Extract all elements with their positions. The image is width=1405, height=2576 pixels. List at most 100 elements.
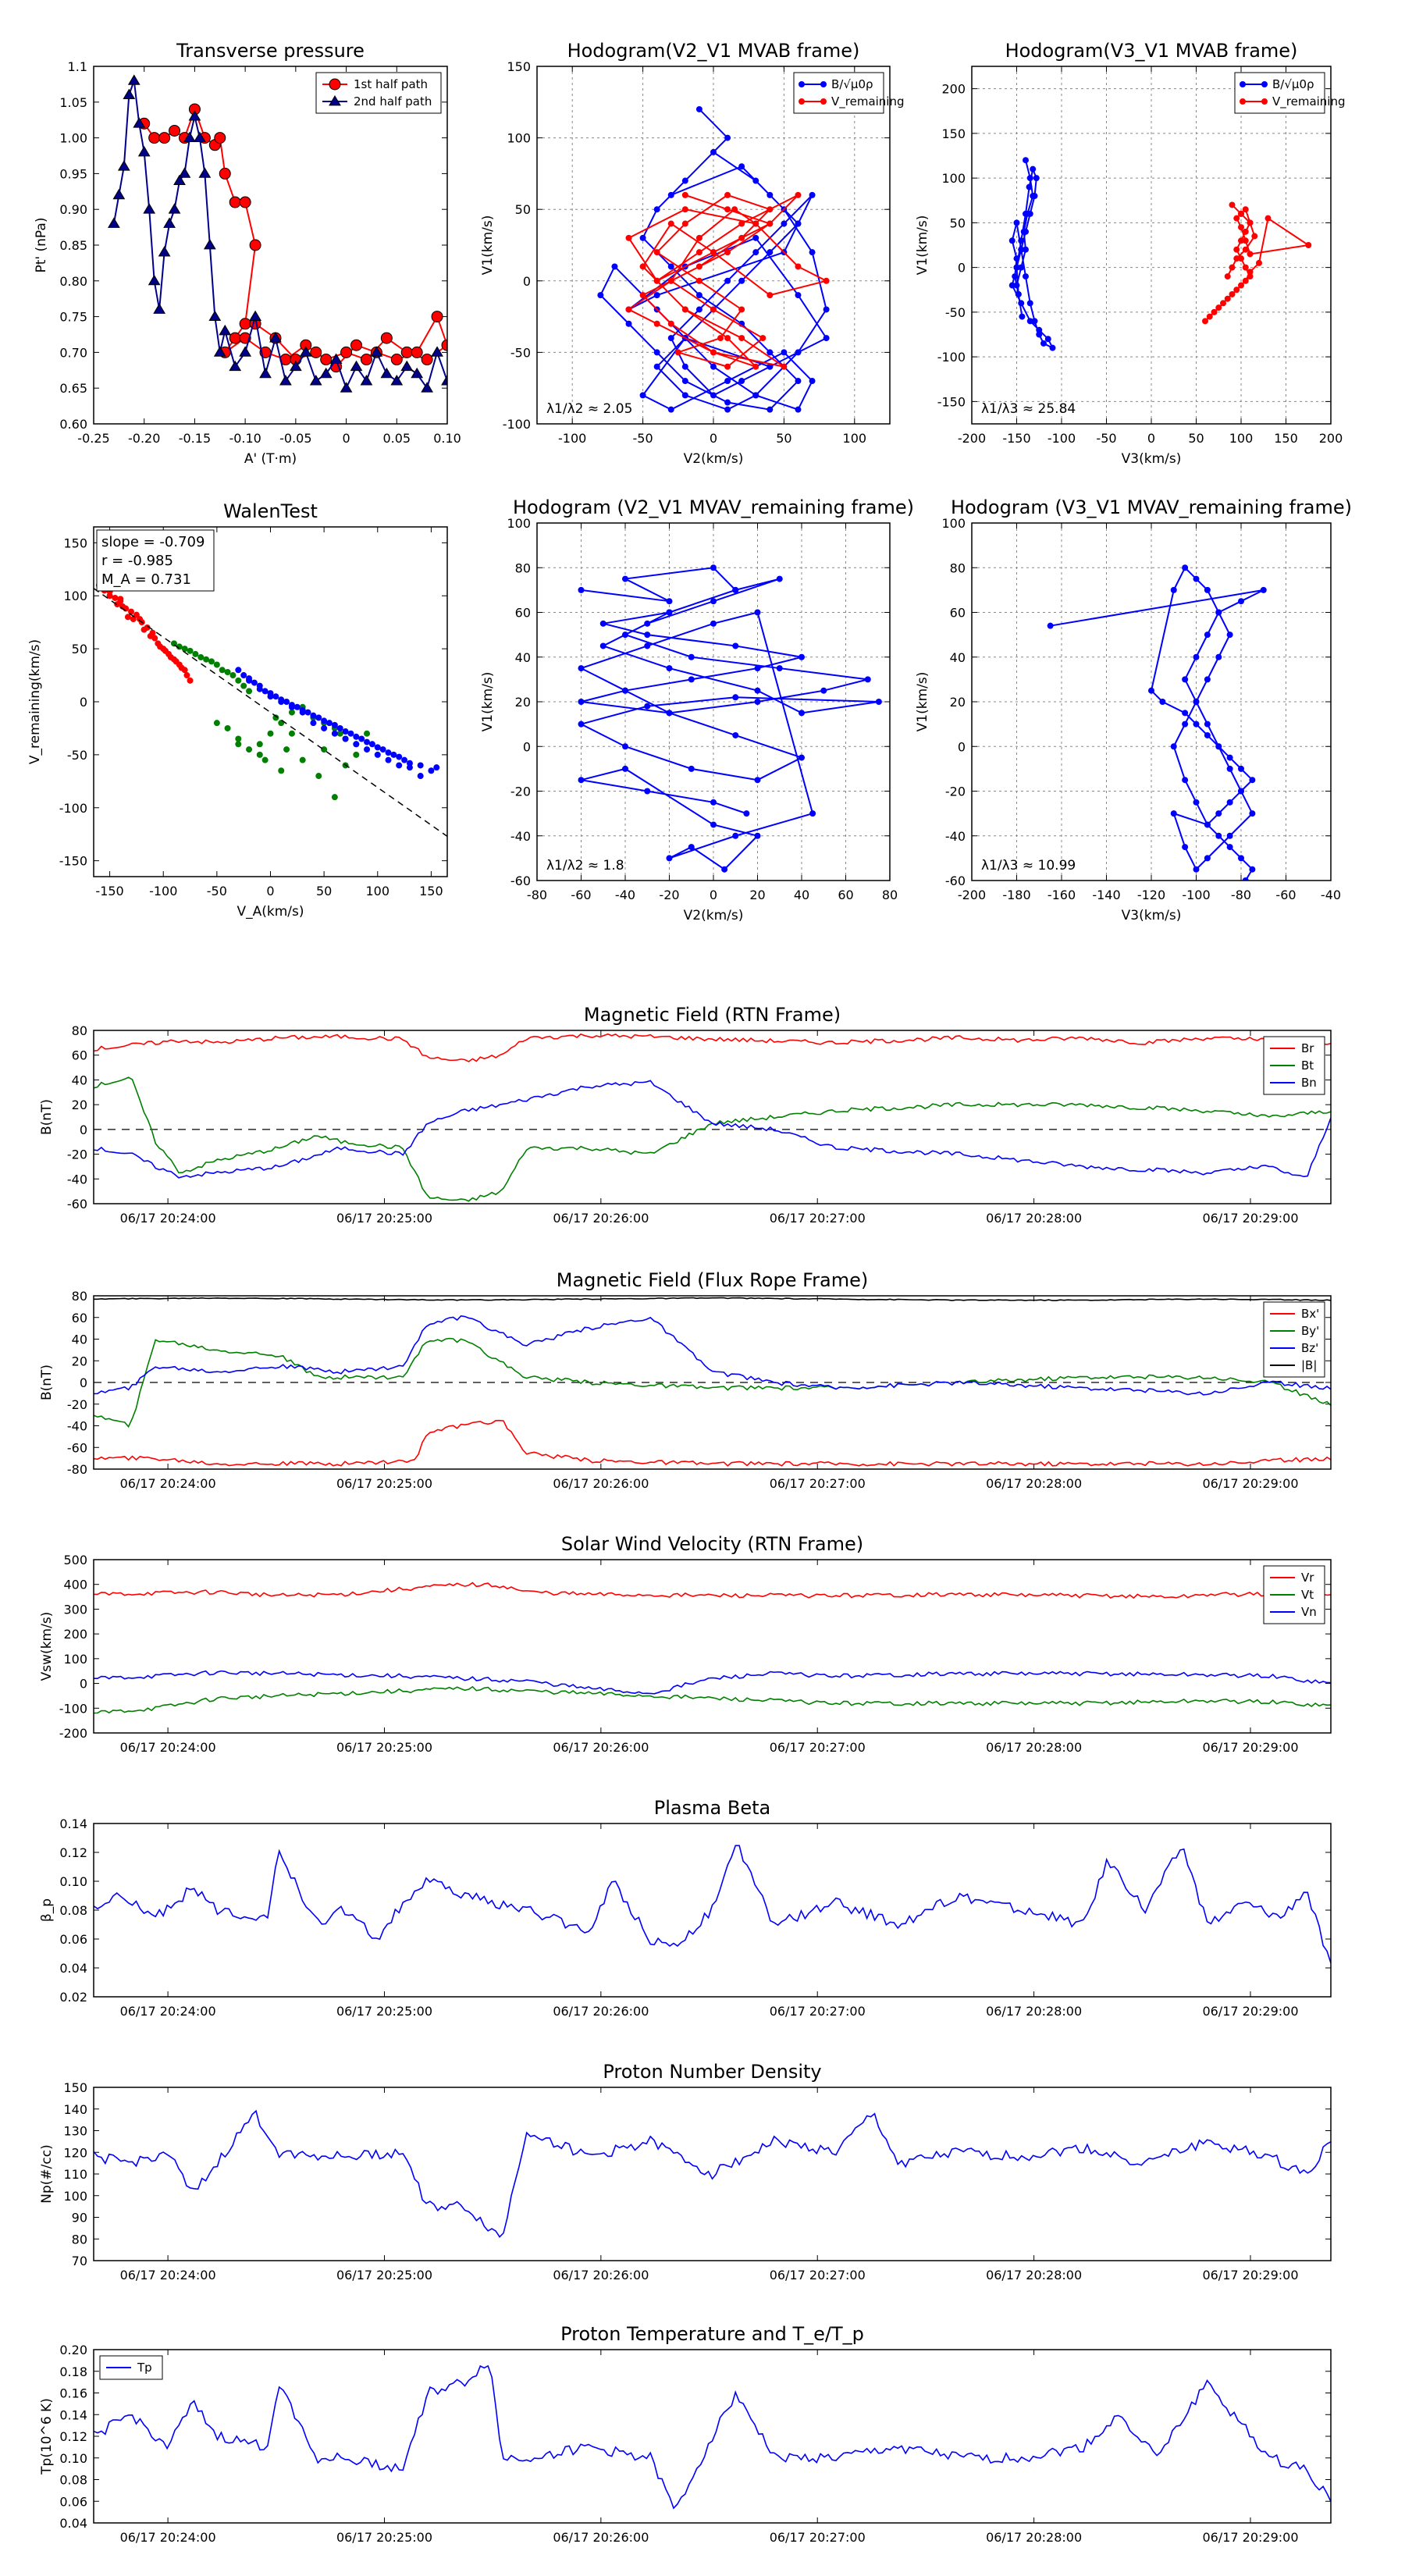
y-tick-label: -20 — [67, 1147, 87, 1162]
data-point — [235, 735, 242, 742]
data-point — [1240, 81, 1246, 87]
data-point — [321, 724, 328, 731]
x-tick-label: 06/17 20:24:00 — [120, 1740, 216, 1755]
data-point — [406, 764, 413, 771]
data-point — [235, 667, 242, 674]
series-line — [94, 1315, 1331, 1396]
chart-title: Hodogram (V2_V1 MVAV_remaining frame) — [513, 496, 914, 518]
y-tick-label: 80 — [950, 560, 966, 575]
data-point — [695, 263, 702, 270]
chart-title: Proton Number Density — [603, 2061, 821, 2083]
eigen-ratio-annotation: λ1/λ3 ≈ 25.84 — [981, 401, 1076, 417]
data-point — [137, 145, 151, 157]
data-point — [752, 220, 759, 227]
x-tick-label: -180 — [1002, 888, 1030, 902]
legend: B/√μ0ρ V_remaining — [793, 72, 905, 114]
x-tick-label: -40 — [1321, 888, 1341, 902]
data-point — [1220, 300, 1226, 307]
x-tick-label: 06/17 20:28:00 — [986, 1211, 1082, 1226]
data-point — [1047, 622, 1054, 629]
data-point — [1215, 810, 1222, 817]
data-point — [724, 363, 731, 370]
x-tick-label: 06/17 20:28:00 — [986, 2530, 1082, 2545]
data-point — [622, 632, 628, 639]
data-point — [799, 710, 805, 717]
data-point — [795, 378, 802, 385]
x-tick-label: 06/17 20:25:00 — [336, 1476, 432, 1491]
data-point — [411, 346, 423, 358]
x-tick-label: -200 — [958, 431, 986, 446]
data-point — [219, 324, 232, 336]
data-point — [799, 653, 805, 660]
eigen-ratio-annotation: λ1/λ2 ≈ 1.8 — [546, 858, 624, 873]
series-line — [143, 106, 447, 368]
data-point — [1242, 877, 1249, 881]
data-point — [1247, 219, 1254, 226]
data-point — [269, 332, 282, 343]
data-point — [112, 188, 126, 200]
data-point — [1026, 183, 1033, 190]
x-tick-label: -150 — [95, 884, 123, 898]
data-point — [197, 653, 205, 660]
data-point — [625, 320, 632, 327]
data-point — [823, 306, 830, 313]
x-tick-label: -80 — [527, 888, 547, 902]
data-point — [208, 310, 222, 321]
data-point — [1013, 264, 1020, 271]
chart-magfr: Magnetic Field (Flux Rope Frame) 06/17 20… — [39, 1269, 1332, 1491]
data-point — [1049, 344, 1056, 351]
data-point — [717, 335, 724, 342]
data-point — [667, 277, 674, 284]
data-point — [315, 714, 322, 721]
data-point — [385, 756, 392, 763]
axes-frame — [536, 522, 891, 881]
data-point — [320, 354, 333, 366]
data-point — [1193, 653, 1200, 660]
data-point — [158, 246, 171, 257]
data-point — [1040, 340, 1047, 347]
data-point — [1202, 318, 1208, 325]
series-line — [94, 2364, 1331, 2510]
y-tick-label: 0.20 — [59, 2343, 87, 2357]
plot-area — [597, 105, 830, 413]
x-tick-label: -140 — [1092, 888, 1120, 902]
legend-label: By' — [1301, 1324, 1319, 1338]
data-point — [1238, 224, 1244, 231]
data-point — [1238, 598, 1244, 605]
x-tick-label: -50 — [633, 431, 653, 446]
chart-title: Magnetic Field (Flux Rope Frame) — [557, 1269, 868, 1291]
data-point — [256, 685, 263, 692]
data-point — [681, 306, 688, 313]
x-tick-label: 150 — [1274, 431, 1298, 446]
y-tick-label: 0.08 — [59, 2473, 87, 2488]
data-point — [117, 596, 124, 603]
data-point — [336, 730, 343, 737]
data-point — [724, 335, 731, 342]
y-tick-label: 50 — [515, 202, 531, 217]
data-point — [1018, 264, 1025, 271]
data-point — [331, 721, 338, 728]
y-tick-label: 0 — [80, 1375, 87, 1390]
data-point — [767, 406, 774, 413]
data-point — [299, 709, 306, 716]
data-point — [710, 564, 717, 571]
y-axis-label: B(nT) — [39, 1364, 55, 1400]
data-point — [681, 392, 688, 399]
x-axis-label: V2(km/s) — [684, 451, 744, 467]
data-point — [681, 220, 688, 227]
data-point — [1008, 282, 1016, 289]
y-tick-label: 100 — [63, 1652, 87, 1667]
x-tick-label: -40 — [615, 888, 635, 902]
chart-vsw: Solar Wind Velocity (RTN Frame) 06/17 20:… — [39, 1533, 1332, 1755]
data-point — [229, 196, 241, 208]
data-point — [622, 687, 628, 694]
data-point — [219, 667, 226, 674]
chart-title: Proton Temperature and T_e/T_p — [560, 2323, 864, 2345]
data-point — [732, 586, 739, 593]
data-point — [681, 363, 688, 370]
data-point — [1182, 844, 1189, 851]
y-tick-label: 50 — [950, 215, 966, 230]
x-tick-label: 06/17 20:28:00 — [986, 1476, 1082, 1491]
data-point — [1170, 743, 1177, 750]
data-point — [127, 74, 140, 85]
